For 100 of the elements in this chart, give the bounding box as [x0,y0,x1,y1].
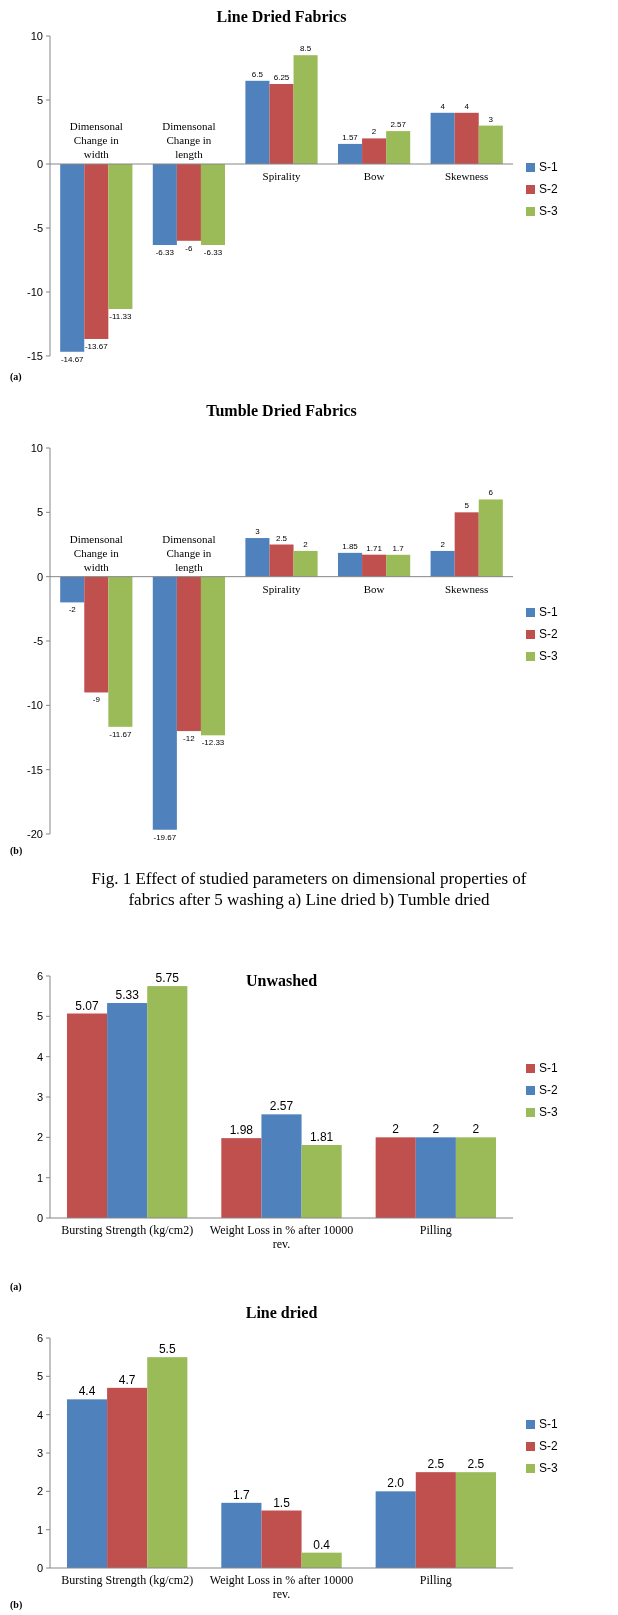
bar [337,143,363,164]
x-tick-label: Dimensonal Change in length [162,120,216,160]
legend-label: S-1 [539,605,558,619]
x-tick-label: Spirality [262,170,301,182]
data-label: 2 [440,539,446,549]
data-label: -11.33 [109,312,132,322]
bar [66,1399,108,1568]
legend-label: S-2 [539,1439,558,1453]
bar [478,499,503,577]
x-tick-label: Skewness [445,582,489,595]
data-label: 5.5 [158,1342,176,1357]
bar [362,554,387,577]
data-label: -19.67 [153,832,177,842]
legend-label: S-1 [539,1061,558,1075]
y-tick-label: 0 [36,570,43,583]
data-label: 5.33 [115,988,140,1003]
y-tick-label: 5 [36,93,43,106]
text: (a) [10,371,22,383]
x-tick-label: Weight Loss in % after 10000 rev. [209,1573,354,1601]
data-label: 2.5 [275,533,288,543]
bar [245,538,270,577]
data-label: 2.57 [390,120,407,130]
x-tick-label: Bursting Strength (kg/cm2) [61,1223,194,1237]
data-label: 2.0 [387,1476,405,1491]
data-label: 4.4 [78,1384,96,1399]
y-tick-label: 3 [36,1446,43,1459]
y-tick-label: 0 [36,157,43,170]
y-tick-label: -15 [27,349,43,362]
x-tick-label: Bow [363,170,385,182]
y-tick-label: -20 [27,827,43,840]
legend-label: S-3 [539,1105,558,1119]
data-label: 1.85 [342,541,359,551]
bar [200,576,226,736]
data-label: -6.33 [155,248,175,258]
bar [200,164,226,246]
data-label: 2 [472,1122,480,1137]
bar [176,164,201,241]
text: (a) [10,1281,22,1293]
bar [152,576,177,830]
bar [386,554,411,577]
bar [301,1552,342,1568]
bar [176,576,201,732]
x-tick-label: Dimensonal Change in width [69,120,123,160]
data-label: 2.5 [467,1457,485,1472]
x-tick-label: Dimensonal Change in length [162,532,216,573]
legend-label: S-1 [539,160,558,174]
x-tick-label: Spirality [262,582,301,595]
data-label: 4 [464,101,470,111]
bar [269,84,294,164]
bar [430,550,455,577]
bar [147,986,188,1218]
y-tick-label: 2 [36,1131,43,1144]
data-label: 1.81 [309,1130,334,1144]
data-label: -12 [183,734,196,744]
data-label: 8.5 [300,44,312,54]
data-label: 6.5 [251,69,264,79]
bar [455,1472,497,1568]
bar [301,1145,342,1218]
bar [84,164,109,339]
bar [293,55,318,164]
bar [107,1003,148,1218]
x-tick-label: Bow [363,582,385,595]
bar [430,112,455,164]
bar [245,80,270,164]
bar [454,512,479,577]
data-label: 2.5 [427,1457,445,1472]
y-tick-label: -5 [33,221,43,234]
text: (b) [10,1599,23,1611]
data-label: -14.67 [60,354,85,364]
y-tick-label: 5 [36,1370,43,1383]
chart-title: Line dried [245,1304,318,1321]
data-label: 1.5 [273,1495,291,1510]
bar [362,138,387,164]
data-label: 1.98 [229,1123,254,1138]
legend-label: S-3 [539,1461,558,1475]
y-tick-label: 2 [36,1485,43,1498]
bar [147,1357,188,1568]
bar [454,112,479,164]
data-label: 1.71 [366,543,383,553]
bar [152,164,177,246]
data-label: -2 [68,605,77,615]
x-tick-label: Skewness [445,170,489,182]
y-tick-label: 10 [30,441,43,454]
bar [60,576,85,603]
data-label: -9 [92,695,101,705]
data-label: 5.75 [155,971,180,986]
bar [386,131,411,164]
legend-label: S-3 [539,204,558,218]
caption: Fig. 1 Effect of studied parameters on dimensional properties of fabrics after 5 washing a) Line dried b) Tumble dried [91,869,527,909]
chart-title: Unwashed [245,972,318,989]
data-label: 1.7 [233,1487,251,1502]
y-tick-label: -5 [33,634,43,647]
data-label: 2 [371,127,377,137]
legend-label: S-2 [539,182,558,196]
data-label: 3 [488,114,494,124]
data-label: 5 [464,501,470,511]
bar [221,1502,262,1568]
bar [261,1510,302,1568]
data-label: 1.57 [342,132,359,142]
bar [261,1114,302,1218]
